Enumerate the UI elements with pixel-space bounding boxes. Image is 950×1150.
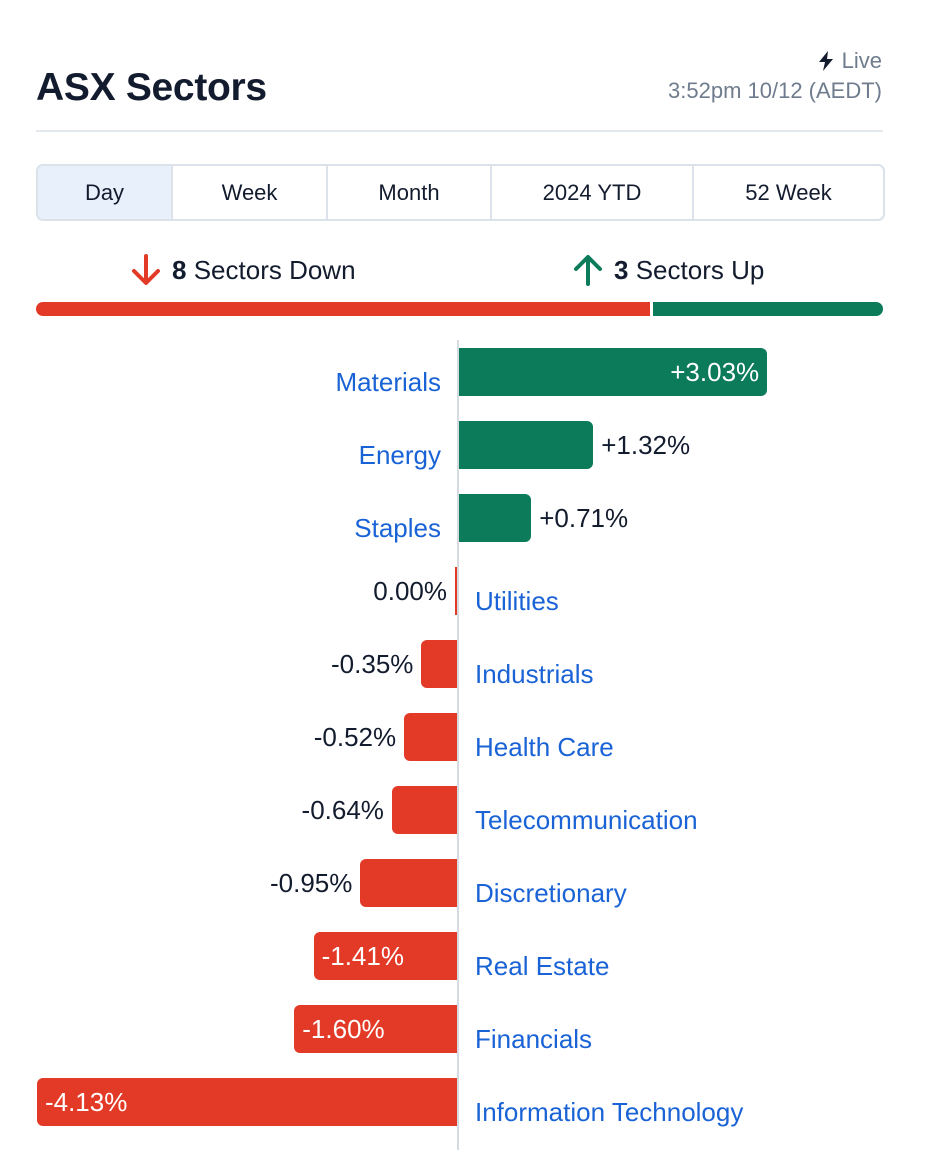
- sectors-down-count: 8: [172, 254, 187, 285]
- period-tabs: Day Week Month 2024 YTD 52 Week: [36, 164, 885, 221]
- tab-month[interactable]: Month: [328, 166, 492, 219]
- live-indicator: Live: [818, 48, 882, 74]
- lightning-icon: [818, 51, 834, 71]
- value-label-industrials: -0.35%: [331, 649, 414, 679]
- bar-industrials: [421, 640, 457, 688]
- bar-financials: [294, 1005, 457, 1053]
- sectors-up-text: Sectors Up: [635, 254, 765, 285]
- tab-month-label: Month: [378, 179, 440, 205]
- value-label-health-care: -0.52%: [313, 722, 397, 752]
- value-label-financials: -1.60%: [302, 1014, 385, 1044]
- tab-2024-ytd[interactable]: 2024 YTD: [492, 166, 694, 219]
- bar-information-technology: [36, 1078, 457, 1126]
- tab-week[interactable]: Week: [173, 166, 328, 219]
- zero-axis: [457, 340, 459, 1150]
- tab-52-week[interactable]: 52 Week: [694, 166, 883, 219]
- value-label-telecommunication: -0.64%: [301, 795, 384, 825]
- tab-2024-ytd-label: 2024 YTD: [542, 179, 642, 205]
- bar-health-care: [404, 713, 457, 761]
- sectors-up-summary: 3 Sectors Up: [572, 253, 764, 287]
- tab-day-label: Day: [84, 179, 125, 205]
- page-title: ASX Sectors: [36, 66, 267, 109]
- sector-link-financials[interactable]: Financials: [475, 1024, 593, 1054]
- sector-link-industrials[interactable]: Industrials: [475, 659, 594, 689]
- value-label-information-technology: -4.13%: [44, 1087, 128, 1117]
- value-label-materials: +3.03%: [670, 357, 760, 387]
- arrow-up-icon: [572, 253, 604, 287]
- value-label-real-estate: -1.41%: [321, 941, 404, 971]
- bar-energy: [459, 421, 594, 469]
- sector-link-staples[interactable]: Staples: [354, 513, 441, 543]
- bar-real-estate: [313, 932, 457, 980]
- bar-discretionary: [360, 859, 457, 907]
- sector-link-energy[interactable]: Energy: [358, 440, 441, 470]
- tab-52-week-label: 52 Week: [745, 179, 832, 205]
- sectors-down-bar: [36, 302, 650, 316]
- sector-link-materials[interactable]: Materials: [335, 367, 441, 397]
- sector-balance-bar: [36, 302, 883, 316]
- value-label-utilities: 0.00%: [373, 576, 447, 606]
- header-divider: [36, 130, 883, 132]
- sector-link-utilities[interactable]: Utilities: [475, 586, 559, 616]
- bar-telecommunication: [391, 786, 457, 834]
- sector-link-telecommunication[interactable]: Telecommunication: [475, 805, 698, 835]
- sector-link-health-care[interactable]: Health Care: [475, 732, 614, 762]
- bar-materials: [459, 348, 768, 396]
- live-label: Live: [841, 48, 882, 73]
- bar-staples: [459, 494, 532, 542]
- value-label-energy: +1.32%: [601, 430, 691, 460]
- sector-link-discretionary[interactable]: Discretionary: [475, 878, 627, 908]
- bar-utilities: [455, 567, 457, 615]
- sectors-up-bar: [653, 302, 883, 316]
- sector-link-information-technology[interactable]: Information Technology: [475, 1097, 744, 1127]
- sectors-down-summary: 8 Sectors Down: [130, 253, 356, 287]
- sector-link-real-estate[interactable]: Real Estate: [475, 951, 610, 981]
- value-label-staples: +0.71%: [539, 503, 629, 533]
- tab-week-label: Week: [221, 179, 278, 205]
- timestamp: 3:52pm 10/12 (AEDT): [668, 78, 882, 103]
- tab-day[interactable]: Day: [38, 166, 173, 219]
- arrow-down-icon: [130, 253, 162, 287]
- sectors-down-text: Sectors Down: [193, 254, 356, 285]
- value-label-discretionary: -0.95%: [270, 868, 353, 898]
- sectors-up-count: 3: [614, 254, 629, 285]
